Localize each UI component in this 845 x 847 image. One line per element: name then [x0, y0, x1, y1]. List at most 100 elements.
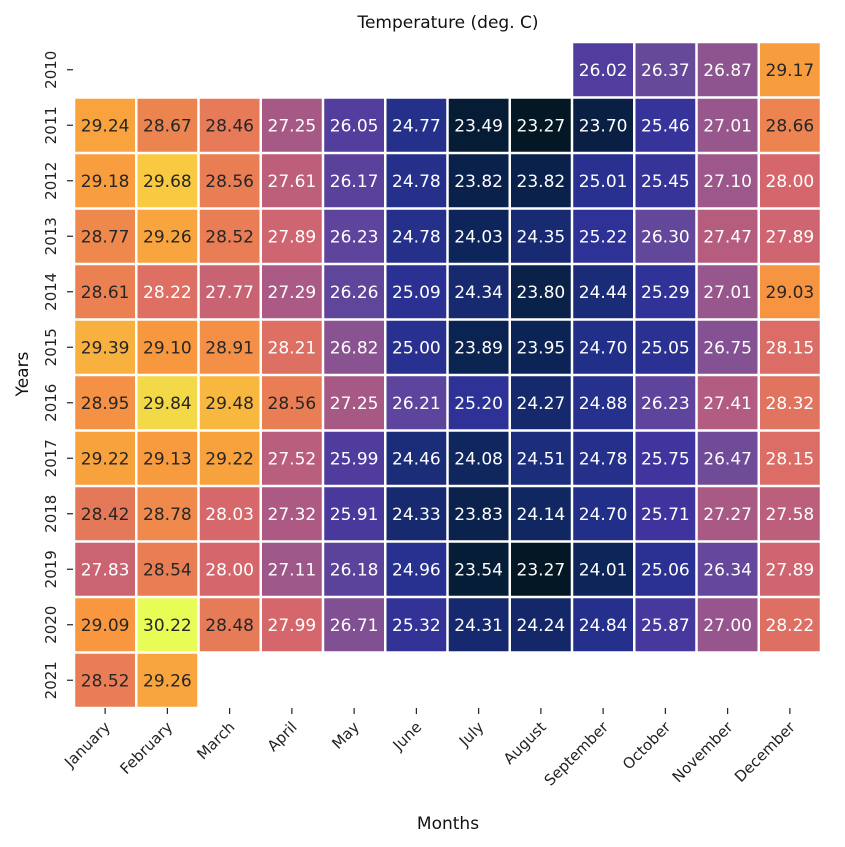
heatmap-cell	[448, 376, 509, 430]
cell-value-label: 25.91	[330, 505, 379, 525]
heatmap-cell	[697, 154, 758, 208]
cell-value-label: 26.30	[641, 227, 690, 247]
heatmap-cell	[262, 154, 322, 208]
heatmap-cell	[511, 154, 571, 208]
cell-value-label: 24.14	[517, 505, 566, 525]
cell-value-label: 28.42	[81, 505, 130, 525]
y-tick-label: 2011	[42, 106, 60, 144]
y-tick-label: 2013	[42, 217, 60, 255]
heatmap-cell	[448, 265, 509, 319]
heatmap-cell	[697, 43, 758, 97]
heatmap-cell	[635, 320, 696, 374]
heatmap-cell	[760, 320, 820, 374]
heatmap-cell	[448, 598, 509, 652]
heatmap-cell	[511, 598, 571, 652]
cell-value-label: 27.89	[268, 227, 317, 247]
cell-value-label: 27.10	[703, 172, 752, 192]
cell-value-label: 28.32	[766, 394, 815, 414]
heatmap-cell	[199, 320, 260, 374]
cell-value-label: 23.27	[517, 116, 566, 136]
heatmap-cell	[635, 598, 696, 652]
heatmap-cell	[573, 43, 633, 97]
cell-value-label: 27.11	[268, 560, 317, 580]
cell-value-label: 28.00	[766, 172, 815, 192]
cell-value-label: 28.48	[205, 616, 254, 636]
cell-value-label: 28.22	[766, 616, 815, 636]
cell-value-label: 23.95	[517, 338, 566, 358]
cell-value-label: 27.89	[766, 560, 815, 580]
x-tick-label: March	[193, 718, 238, 763]
cell-value-label: 28.21	[268, 338, 317, 358]
heatmap-cell	[635, 542, 696, 596]
cell-value-label: 29.84	[143, 394, 192, 414]
heatmap-cell	[697, 98, 758, 152]
heatmap-cell	[75, 487, 135, 541]
heatmap-cell	[386, 98, 447, 152]
heatmap-cell	[262, 98, 322, 152]
heatmap-cell	[137, 487, 198, 541]
heatmap-cell	[448, 431, 509, 485]
cell-value-label: 26.87	[703, 61, 752, 81]
cell-value-label: 27.58	[766, 505, 815, 525]
heatmap-cell	[262, 265, 322, 319]
x-tick-label: December	[731, 718, 799, 786]
cell-value-label: 25.99	[330, 449, 379, 469]
cell-value-label: 28.15	[766, 449, 815, 469]
y-tick-label: 2017	[42, 439, 60, 477]
cell-value-label: 24.84	[579, 616, 628, 636]
cell-value-label: 29.03	[766, 283, 815, 303]
heatmap-cell	[75, 376, 135, 430]
heatmap-cell	[511, 487, 571, 541]
cell-value-label: 29.48	[205, 394, 254, 414]
heatmap-cell	[324, 154, 384, 208]
heatmap-cell	[137, 154, 198, 208]
cell-value-label: 28.22	[143, 283, 192, 303]
cell-value-label: 23.27	[517, 560, 566, 580]
heatmap-cell	[75, 542, 135, 596]
heatmap-cell	[760, 43, 820, 97]
heatmap-cell	[448, 542, 509, 596]
y-tick-label: 2010	[42, 51, 60, 89]
heatmap-cell	[137, 376, 198, 430]
cell-value-label: 26.71	[330, 616, 379, 636]
heatmap-cell	[199, 154, 260, 208]
heatmap-cell	[262, 320, 322, 374]
cell-value-label: 29.13	[143, 449, 192, 469]
cell-value-label: 26.75	[703, 338, 752, 358]
y-tick-label: 2019	[42, 550, 60, 588]
cell-value-label: 25.71	[641, 505, 690, 525]
cell-value-label: 26.02	[579, 61, 628, 81]
cell-value-label: 24.78	[392, 227, 441, 247]
heatmap-cell	[760, 209, 820, 263]
cell-value-label: 27.77	[205, 283, 254, 303]
heatmap-cell	[199, 209, 260, 263]
cell-value-label: 28.67	[143, 116, 192, 136]
heatmap-cell	[573, 598, 633, 652]
cell-value-label: 29.10	[143, 338, 192, 358]
heatmap-cell	[635, 43, 696, 97]
y-tick-label: 2021	[42, 661, 60, 699]
cell-value-label: 28.56	[268, 394, 317, 414]
heatmap-cell	[573, 542, 633, 596]
heatmap-cell	[199, 487, 260, 541]
heatmap-cell	[199, 376, 260, 430]
heatmap-cell	[697, 431, 758, 485]
cell-value-label: 28.52	[205, 227, 254, 247]
heatmap-cell	[75, 598, 135, 652]
cell-value-label: 26.82	[330, 338, 379, 358]
heatmap-cell	[448, 154, 509, 208]
heatmap-cell	[386, 376, 447, 430]
cell-value-label: 27.47	[703, 227, 752, 247]
heatmap-cell	[324, 265, 384, 319]
cell-value-label: 24.01	[579, 560, 628, 580]
heatmap-cells: 26.02 26.37 26.87 29.17 29.24 28.67 28.46 27.25…	[75, 43, 820, 707]
heatmap-cell	[386, 431, 447, 485]
cell-value-label: 24.70	[579, 338, 628, 358]
heatmap-cell	[262, 209, 322, 263]
heatmap-cell	[511, 98, 571, 152]
heatmap-cell	[199, 431, 260, 485]
cell-value-label: 27.01	[703, 283, 752, 303]
x-tick-label: May	[328, 718, 363, 753]
heatmap-cell	[75, 98, 135, 152]
